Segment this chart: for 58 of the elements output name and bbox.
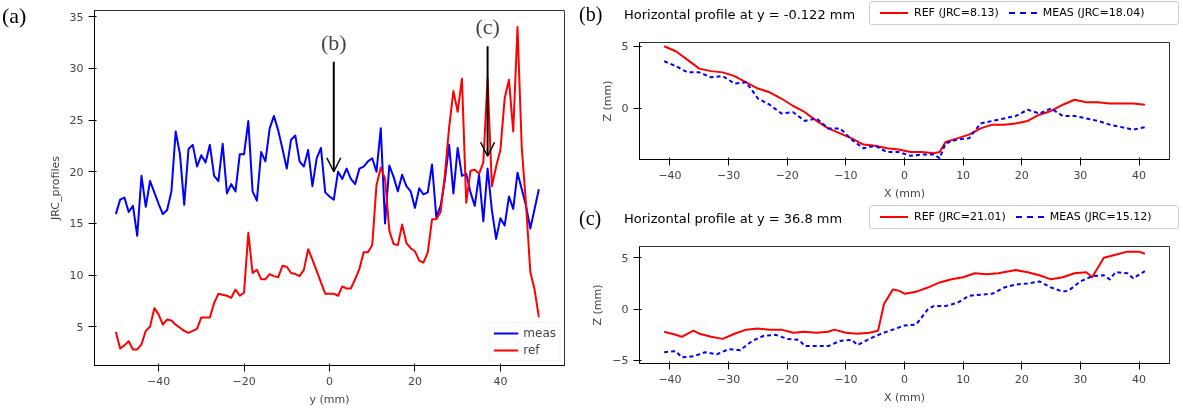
x-tick-label: 30 [1073,372,1088,386]
x-tick-label: 30 [1073,168,1088,182]
x-tick-label: −20 [775,372,799,386]
y-tick-label: 0 [621,303,629,317]
legend-label: MEAS (JRC=15.12) [1049,210,1152,223]
x-tick-label: 40 [1132,168,1147,182]
x-tick-label: 0 [326,374,333,388]
chart-title: Horizontal profile at y = 36.8 mm [624,210,843,228]
x-tick-label: −40 [658,168,682,182]
annotation: (b) [320,29,347,55]
y-tick-label: 35 [69,10,84,24]
y-tick-label: 5 [621,40,629,54]
x-tick-label: −30 [717,372,741,386]
legend-label: meas [523,326,556,340]
x-tick-label: 20 [1014,168,1029,182]
x-tick-label: 10 [956,168,971,182]
x-tick-label: 0 [901,168,908,182]
x-tick-label: −30 [717,168,741,182]
annotation: (c) [475,14,500,40]
line-series [663,45,1146,155]
legend-label: MEAS (JRC=18.04) [1042,6,1145,19]
x-axis-title: X (mm) [883,390,926,404]
x-axis-title: X (mm) [883,186,926,200]
legend-label: REF (JRC=21.01) [914,210,1006,223]
y-tick-label: 0 [621,102,629,116]
chart-title: (a) [2,2,27,30]
x-tick-label: −20 [232,374,256,388]
y-axis-title: JRC_profiles [48,155,62,221]
text: (b) [579,2,603,28]
x-tick-label: −10 [834,168,858,182]
y-tick-label: 10 [69,269,84,283]
legend-label: REF (JRC=8.13) [914,6,999,19]
x-tick-label: 20 [1014,372,1029,386]
line-series [663,270,1146,359]
x-tick-label: 40 [1132,372,1147,386]
chart-title: Horizontal profile at y = -0.122 mm [624,6,856,24]
y-tick-label: 5 [621,251,629,265]
x-tick-label: 40 [493,374,508,388]
x-tick-label: −40 [146,374,171,388]
y-tick-label: 5 [76,320,84,334]
legend-label: ref [523,343,541,357]
y-tick-label: −5 [612,354,629,368]
x-axis-title: y (mm) [309,392,350,406]
x-tick-label: 0 [901,372,908,386]
line-series [663,250,1146,340]
line-series [663,60,1146,160]
line-series [114,114,540,240]
y-tick-label: 30 [69,62,84,76]
text: (c) [579,206,602,232]
x-tick-label: 20 [407,374,422,388]
x-tick-label: −10 [834,372,858,386]
y-tick-label: 25 [69,114,84,128]
y-axis-title: Z (mm) [591,284,605,326]
x-tick-label: −20 [775,168,799,182]
y-tick-label: 15 [69,217,84,231]
x-tick-label: 10 [956,372,971,386]
x-tick-label: −40 [658,372,682,386]
y-axis-title: Z (mm) [600,80,614,122]
